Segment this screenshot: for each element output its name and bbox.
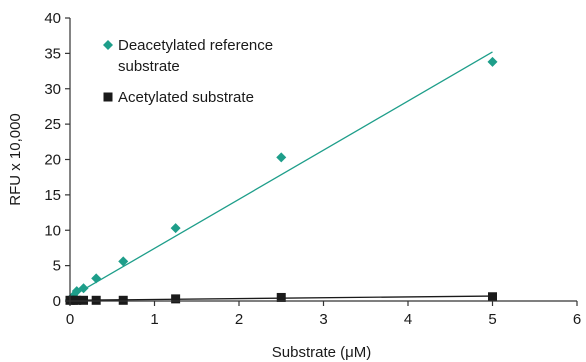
y-tick-label: 25 [44,116,61,133]
acetylated-data-point [276,292,286,302]
y-tick-label: 40 [44,10,61,27]
acetylated-data-point [171,294,181,304]
deacetylated-trendline [69,51,493,299]
deacetylated-data-point [78,283,89,294]
x-tick-label: 4 [404,311,412,328]
y-tick-label: 15 [44,187,61,204]
deacetylated-data-point [118,256,129,267]
plot-area [65,51,498,305]
y-tick-label: 35 [44,45,61,62]
acetylated-legend-marker [103,92,113,102]
x-tick-label: 0 [66,311,74,328]
x-tick-label: 3 [319,311,327,328]
x-tick-label: 2 [235,311,243,328]
acetylated-legend-label: Acetylated substrate [118,89,254,106]
deacetylated-data-point [91,273,102,284]
x-tick-label: 5 [488,311,496,328]
deacetylated-data-point [487,56,498,67]
deacetylated-data-point [170,223,181,234]
x-tick-label: 1 [150,311,158,328]
legend: Deacetylated reference substrate Acetylate… [103,37,273,106]
y-tick-label: 10 [44,222,61,239]
x-tick-label: 6 [573,311,581,328]
deacetylated-legend-marker [103,40,113,50]
deacetylated-legend-label: Deacetylated reference substrate [118,37,273,75]
y-tick-label: 30 [44,81,61,98]
axes: 0 5 10 15 20 25 30 35 40 0 1 2 3 4 5 6 [44,10,581,328]
acetylated-data-point [72,295,82,305]
y-tick-label: 0 [53,293,61,310]
x-axis-title: Substrate (μM) [272,344,372,361]
y-tick-label: 20 [44,152,61,169]
acetylated-data-point [91,295,101,305]
acetylated-data-point [118,295,128,305]
acetylated-data-point [488,292,497,302]
acetylated-data-point [79,295,89,305]
deacetylated-data-point [276,152,287,163]
y-axis-title: RFU x 10,000 [7,113,24,206]
y-tick-label: 5 [53,258,61,275]
